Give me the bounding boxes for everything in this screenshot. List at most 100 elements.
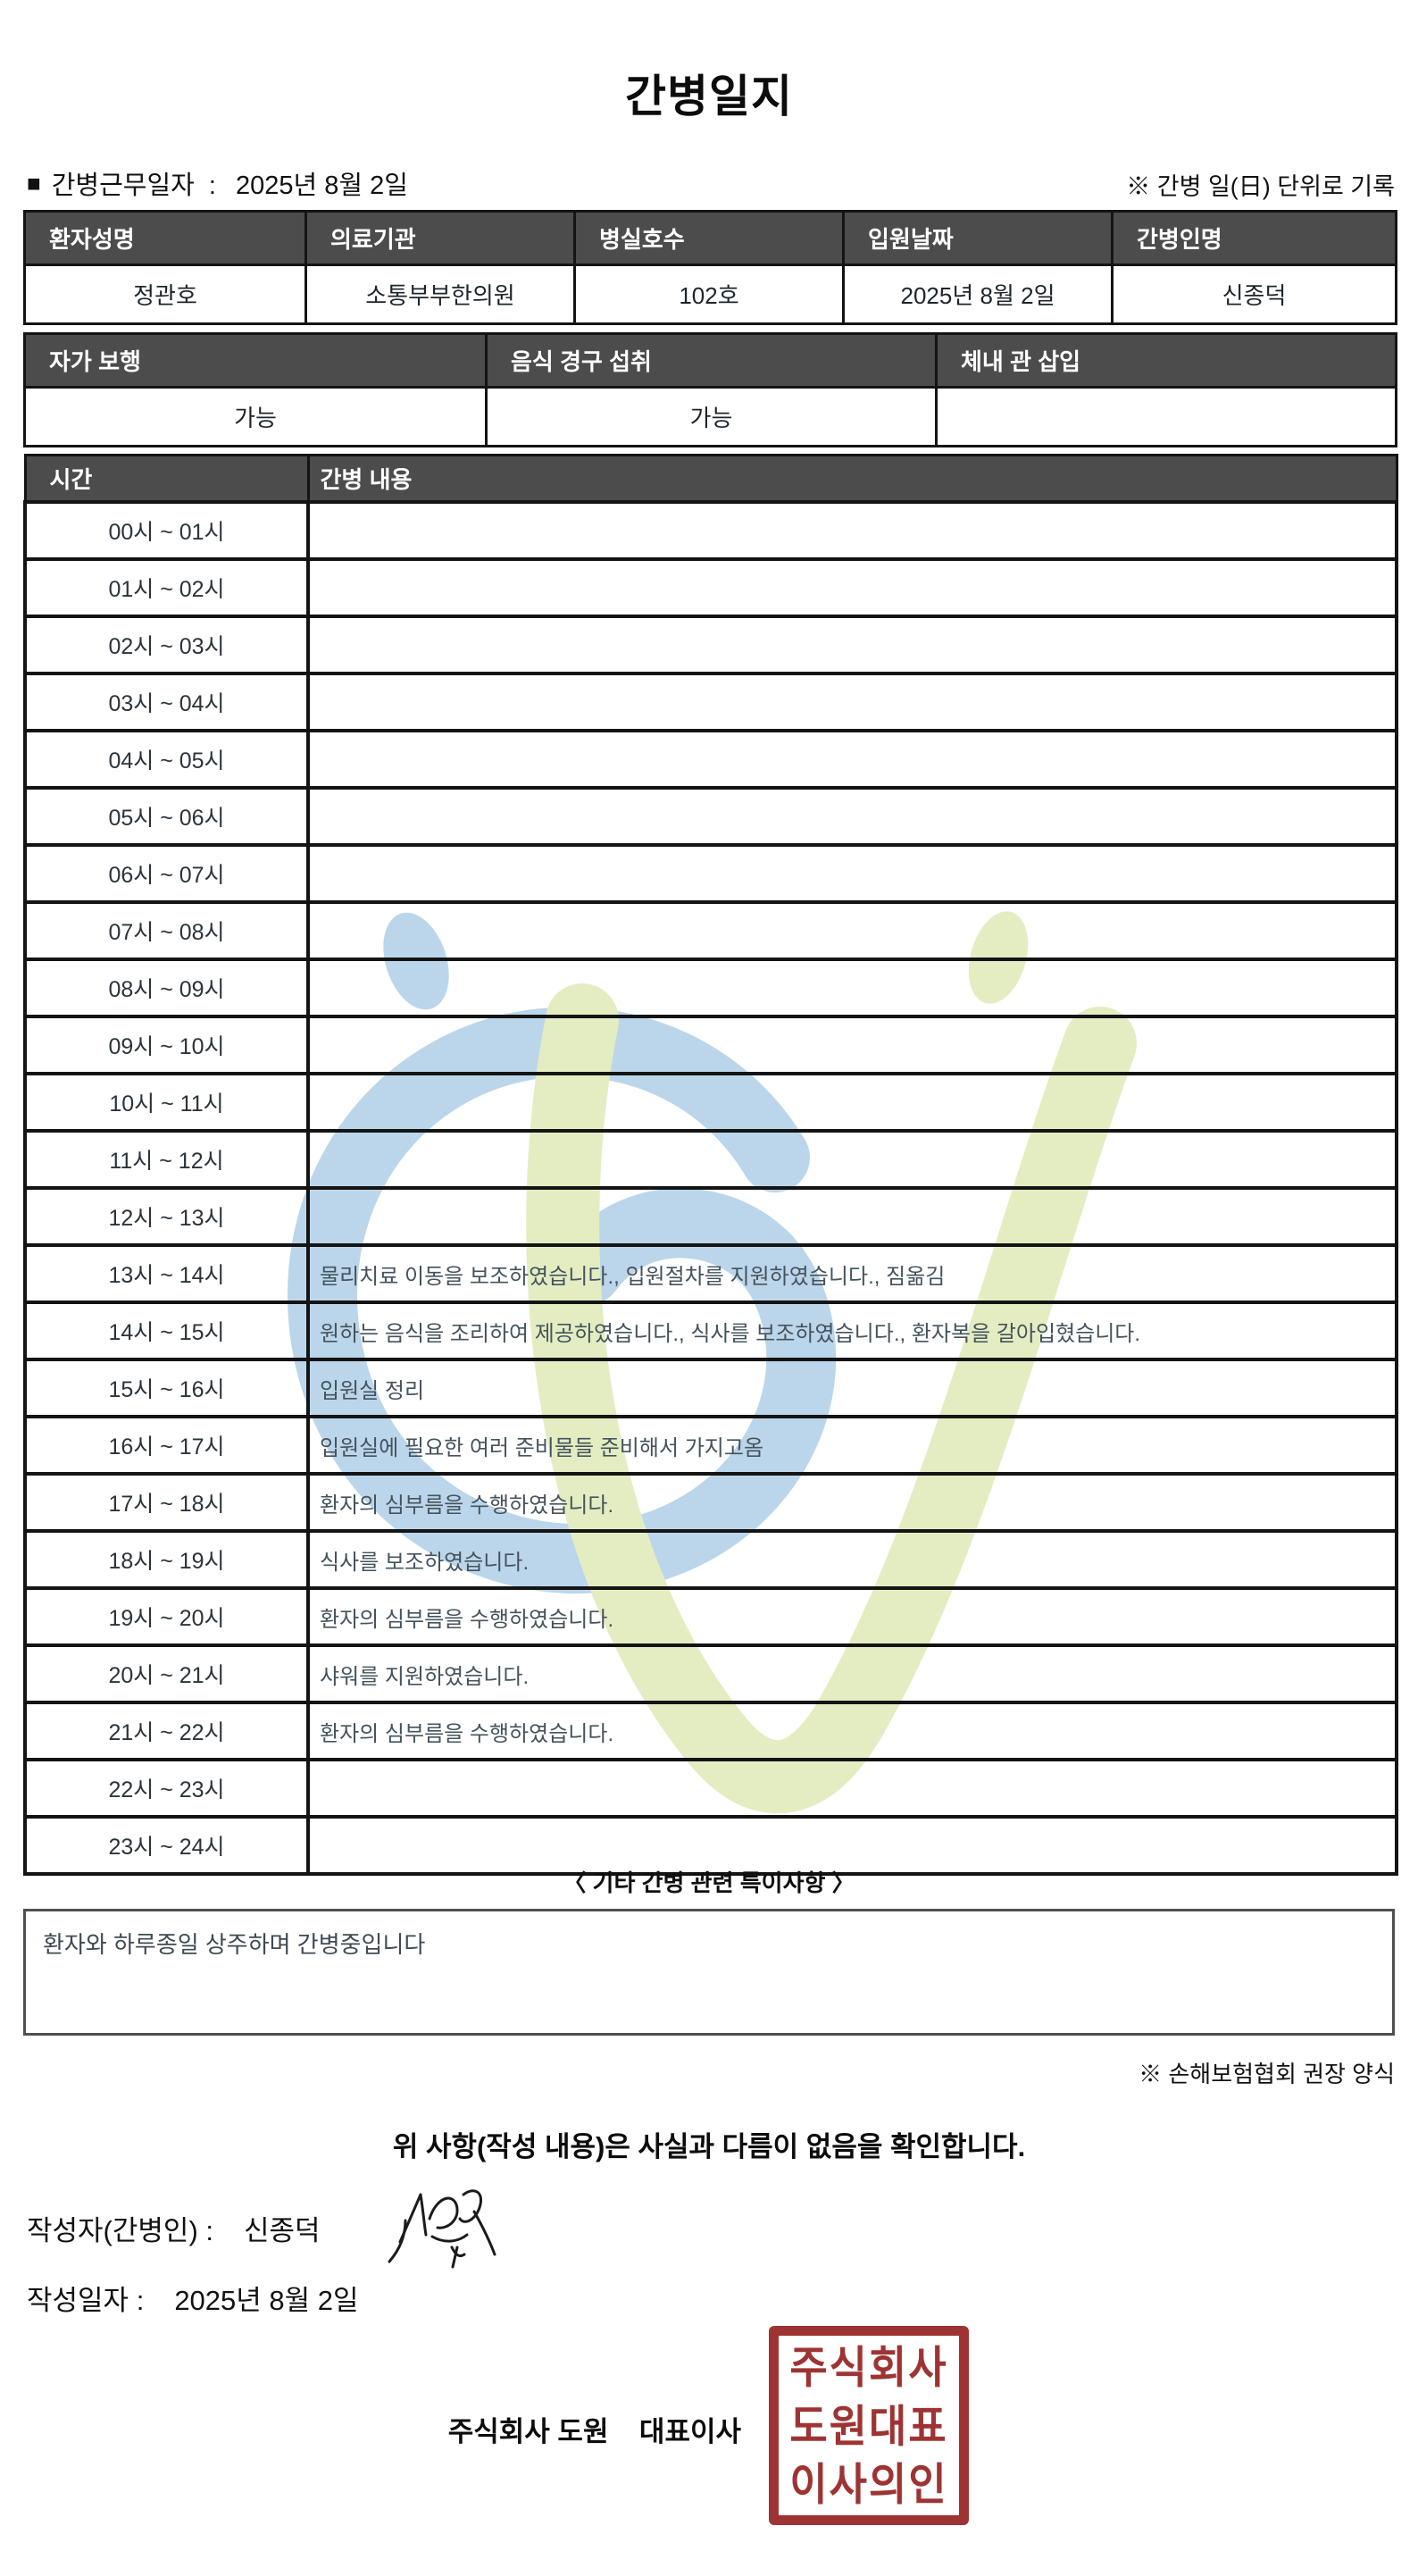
care-log-time: 13시 ~ 14시	[23, 1243, 310, 1304]
care-log-row: 03시 ~ 04시	[23, 672, 1398, 732]
care-log-time: 01시 ~ 02시	[23, 557, 310, 618]
care-log-header-row: 시간 간병 내용	[23, 454, 1398, 504]
care-log-row: 08시 ~ 09시	[23, 958, 1398, 1018]
care-status-header-row: 자가 보행 음식 경구 섭취 체내 관 삽입	[23, 332, 1397, 389]
daily-record-note: ※ 간병 일(日) 단위로 기록	[1126, 173, 1395, 200]
care-log-time: 07시 ~ 08시	[23, 900, 310, 961]
care-log-time: 06시 ~ 07시	[23, 843, 310, 904]
care-log-content	[306, 729, 1398, 790]
bullet-square-icon: ■	[27, 170, 41, 197]
header-caregiver-name: 간병인명	[1111, 210, 1397, 266]
remarks-title: 〈 기타 간병 관련 특이사항 〉	[563, 1869, 855, 1896]
care-log-time: 16시 ~ 17시	[23, 1415, 310, 1476]
header-patient-name: 환자성명	[23, 210, 307, 266]
header-tube-insertion: 체내 관 삽입	[935, 332, 1397, 389]
care-log-content	[306, 786, 1398, 847]
patient-name-value: 정관호	[23, 263, 307, 325]
care-log-row: 05시 ~ 06시	[23, 786, 1398, 847]
header-medical-institution: 의료기관	[304, 210, 576, 266]
care-log-time: 18시 ~ 19시	[23, 1529, 310, 1590]
care-log-row: 01시 ~ 02시	[23, 557, 1398, 618]
care-log-row: 14시 ~ 15시 원하는 음식을 조리하여 제공하였습니다., 식사를 보조하였…	[23, 1301, 1398, 1361]
writer-name: 신종덕	[244, 2215, 321, 2246]
care-log-row: 15시 ~ 16시 입원실 정리	[23, 1358, 1398, 1418]
care-log-row: 02시 ~ 03시	[23, 615, 1398, 675]
caregiver-name-value: 신종덕	[1111, 263, 1397, 325]
patient-info-header-row: 환자성명 의료기관 병실호수 입원날짜 간병인명	[23, 210, 1397, 266]
care-log-time: 09시 ~ 10시	[23, 1015, 310, 1075]
care-log-table: 시간 간병 내용 00시 ~ 01시 01시 ~ 02시 02시 ~ 03시 03시 …	[23, 454, 1398, 1876]
care-log-row: 13시 ~ 14시 물리치료 이동을 보조하였습니다., 입원절차를 지원하였습니…	[23, 1243, 1398, 1304]
care-log-time: 20시 ~ 21시	[23, 1643, 310, 1704]
care-log-content	[306, 1758, 1398, 1819]
care-log-row: 16시 ~ 17시 입원실에 필요한 여러 준비물들 준비해서 가지고옴	[23, 1415, 1398, 1476]
care-log-time: 21시 ~ 22시	[23, 1701, 310, 1761]
care-log-content: 샤워를 지원하였습니다.	[306, 1643, 1398, 1704]
care-log-time: 03시 ~ 04시	[23, 672, 310, 732]
oral-intake-value: 가능	[485, 386, 938, 447]
care-log-row: 12시 ~ 13시	[23, 1186, 1398, 1247]
care-work-date-value: 2025년 8월 2일	[235, 171, 408, 200]
care-log-time: 14시 ~ 15시	[23, 1301, 310, 1361]
care-log-row: 18시 ~ 19시 식사를 보조하였습니다.	[23, 1529, 1398, 1590]
care-log-time: 04시 ~ 05시	[23, 729, 310, 790]
care-log-content	[306, 1129, 1398, 1190]
stamp-line: 도원대표	[789, 2400, 948, 2451]
patient-info-table: 환자성명 의료기관 병실호수 입원날짜 간병인명 정관호 소통부부한의원 102…	[23, 210, 1397, 325]
care-log-time: 05시 ~ 06시	[23, 786, 310, 847]
care-log-content: 환자의 심부름을 수행하였습니다.	[306, 1472, 1398, 1533]
care-log-row: 11시 ~ 12시	[23, 1129, 1398, 1190]
care-log-time: 10시 ~ 11시	[23, 1072, 310, 1133]
care-log-content: 원하는 음식을 조리하여 제공하였습니다., 식사를 보조하였습니다., 환자복…	[306, 1301, 1398, 1361]
care-log-content	[306, 958, 1398, 1018]
care-log-row: 21시 ~ 22시 환자의 심부름을 수행하였습니다.	[23, 1701, 1398, 1761]
care-log-content: 환자의 심부름을 수행하였습니다.	[306, 1701, 1398, 1761]
care-log-content	[306, 615, 1398, 675]
remarks-content: 환자와 하루종일 상주하며 간병중입니다	[43, 1931, 426, 1958]
care-log-content	[306, 1815, 1398, 1876]
header-self-walking: 자가 보행	[23, 332, 488, 389]
care-log-content	[306, 900, 1398, 961]
self-walking-value: 가능	[23, 386, 488, 447]
care-log-time: 11시 ~ 12시	[23, 1129, 310, 1190]
company-seal-stamp: 주식회사 도원대표 이사의인	[769, 2326, 969, 2525]
writer-label: 작성자(간병인) :	[27, 2215, 213, 2246]
care-log-time: 02시 ~ 03시	[23, 615, 310, 675]
write-date-label: 작성일자 :	[27, 2285, 145, 2316]
care-log-content	[306, 843, 1398, 904]
room-number-value: 102호	[573, 263, 845, 325]
care-log-time: 00시 ~ 01시	[23, 500, 310, 561]
recommended-form-note: ※ 손해보험협회 권장 양식	[1139, 2061, 1395, 2087]
care-log-row: 06시 ~ 07시	[23, 843, 1398, 904]
care-log-row: 04시 ~ 05시	[23, 729, 1398, 790]
care-log-content: 환자의 심부름을 수행하였습니다.	[306, 1586, 1398, 1647]
care-log-row: 19시 ~ 20시 환자의 심부름을 수행하였습니다.	[23, 1586, 1398, 1647]
remarks-box: 환자와 하루종일 상주하며 간병중입니다	[23, 1909, 1395, 2036]
company-ceo-label: 주식회사 도원 대표이사	[447, 2416, 741, 2447]
care-work-date-label: 간병근무일자 :	[51, 171, 216, 200]
header-admission-date: 입원날짜	[842, 210, 1114, 266]
confirmation-statement: 위 사항(작성 내용)은 사실과 다름이 없음을 확인합니다.	[392, 2131, 1026, 2162]
care-log-time: 22시 ~ 23시	[23, 1758, 310, 1819]
caregiver-signature-image	[388, 2189, 496, 2269]
care-log-time: 08시 ~ 09시	[23, 958, 310, 1018]
writer-row: 작성자(간병인) : 신종덕	[27, 2208, 321, 2248]
care-log-content: 물리치료 이동을 보조하였습니다., 입원절차를 지원하였습니다., 짐옮김	[306, 1243, 1398, 1304]
care-log-content	[306, 500, 1398, 561]
header-room-number: 병실호수	[573, 210, 845, 266]
page-title: 간병일지	[625, 71, 793, 121]
care-log-row: 17시 ~ 18시 환자의 심부름을 수행하였습니다.	[23, 1472, 1398, 1533]
care-log-content: 입원실에 필요한 여러 준비물들 준비해서 가지고옴	[306, 1415, 1398, 1476]
write-date-value: 2025년 8월 2일	[174, 2285, 359, 2316]
care-log-time: 23시 ~ 24시	[23, 1815, 310, 1876]
care-log-time: 12시 ~ 13시	[23, 1186, 310, 1247]
medical-institution-value: 소통부부한의원	[304, 263, 576, 325]
care-log-content	[306, 1015, 1398, 1075]
care-work-date: ■ 간병근무일자 : 2025년 8월 2일	[27, 164, 408, 202]
care-log-row: 23시 ~ 24시	[23, 1815, 1398, 1876]
header-time: 시간	[23, 454, 310, 504]
care-log-content	[306, 672, 1398, 732]
write-date-row: 작성일자 : 2025년 8월 2일	[27, 2278, 359, 2318]
care-log-row: 10시 ~ 11시	[23, 1072, 1398, 1133]
